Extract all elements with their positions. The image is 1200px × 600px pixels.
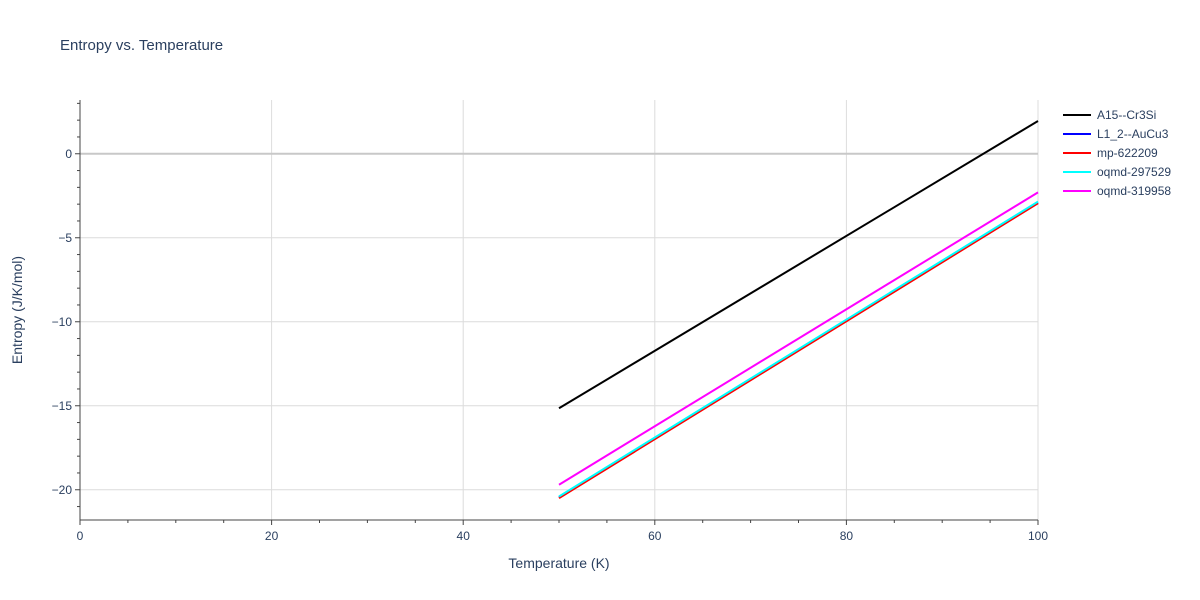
y-tick-label: −20 bbox=[52, 483, 73, 497]
legend-item[interactable]: mp-622209 bbox=[1063, 146, 1158, 160]
series-line bbox=[558, 202, 1039, 500]
series-line bbox=[558, 200, 1039, 498]
x-tick-label: 100 bbox=[1028, 529, 1048, 543]
legend[interactable]: A15--Cr3Si L1_2--AuCu3 mp-622209 oqmd-29752… bbox=[1063, 108, 1171, 198]
legend-label: mp-622209 bbox=[1097, 146, 1158, 160]
chart-title: Entropy vs. Temperature bbox=[60, 37, 223, 54]
y-tick-label: −15 bbox=[52, 399, 73, 413]
series-line bbox=[558, 120, 1039, 410]
legend-item[interactable]: oqmd-297529 bbox=[1063, 165, 1171, 179]
legend-item[interactable]: oqmd-319958 bbox=[1063, 184, 1171, 198]
x-tick-label: 80 bbox=[840, 529, 854, 543]
legend-label: oqmd-297529 bbox=[1097, 165, 1171, 179]
y-axis-title: Entropy (J/K/mol) bbox=[9, 256, 25, 364]
y-tick-label: −10 bbox=[52, 315, 73, 329]
grid bbox=[80, 100, 1039, 520]
axes: 0 20 40 60 80 100 −20 −15 −10 −5 0 bbox=[52, 100, 1048, 543]
x-tick-label: 20 bbox=[265, 529, 279, 543]
y-tick-label: −5 bbox=[58, 231, 72, 245]
series-line bbox=[558, 191, 1039, 486]
x-tick-label: 0 bbox=[77, 529, 84, 543]
x-tick-label: 40 bbox=[457, 529, 471, 543]
legend-item[interactable]: A15--Cr3Si bbox=[1063, 108, 1156, 122]
legend-label: L1_2--AuCu3 bbox=[1097, 127, 1169, 141]
x-axis-title: Temperature (K) bbox=[508, 555, 609, 571]
y-tick-label: 0 bbox=[65, 147, 72, 161]
legend-label: oqmd-319958 bbox=[1097, 184, 1171, 198]
plot-series bbox=[558, 120, 1039, 500]
legend-item[interactable]: L1_2--AuCu3 bbox=[1063, 127, 1169, 141]
x-tick-label: 60 bbox=[648, 529, 662, 543]
legend-label: A15--Cr3Si bbox=[1097, 108, 1156, 122]
